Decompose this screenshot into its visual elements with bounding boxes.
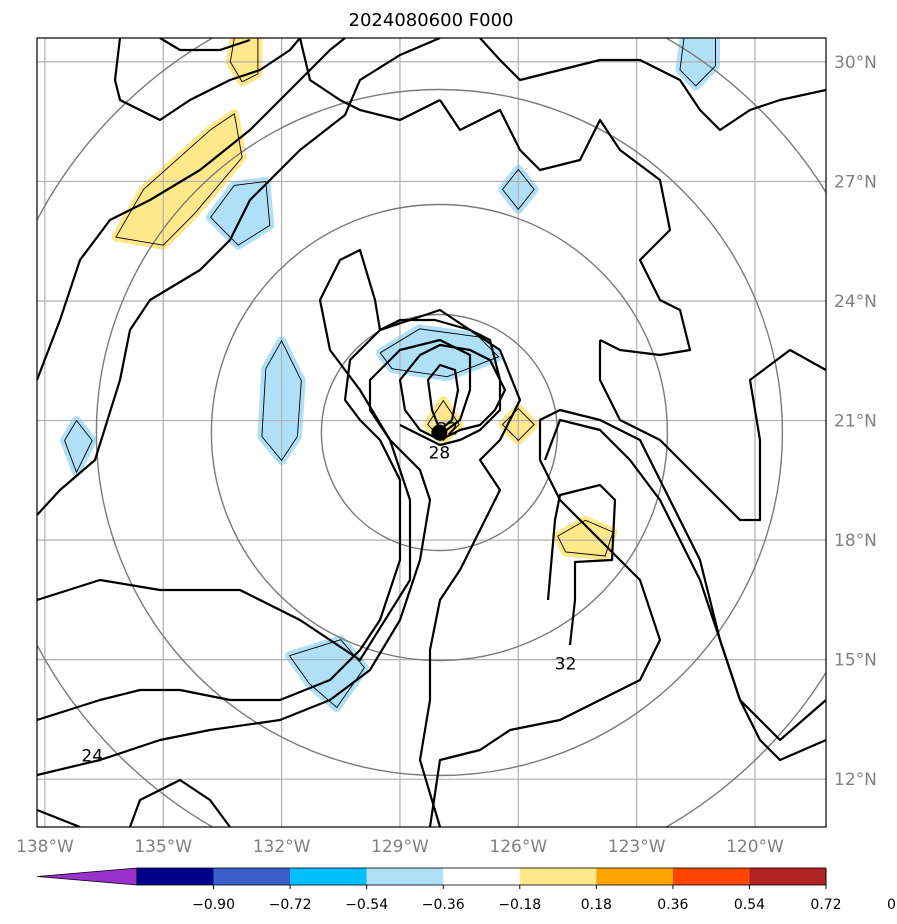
colorbar-segment: [749, 868, 826, 885]
colorbar-tick-label: 0.36: [657, 897, 688, 913]
contour-line: [598, 340, 826, 522]
anomaly-outline: [679, 38, 716, 87]
contour-line: [37, 38, 346, 381]
colorbar-segment: [366, 868, 444, 885]
range-ring: [320, 313, 559, 552]
lon-tick-label: 120°W: [726, 837, 784, 857]
colorbar-extend-low: [36, 867, 138, 886]
lon-tick-label: 126°W: [489, 837, 547, 857]
lat-tick-label: 12°N: [834, 770, 877, 790]
contour-line: [398, 343, 507, 442]
contour-label: 32: [555, 655, 577, 675]
colorbar-tick-label: 0.90: [887, 897, 897, 913]
contour-line: [37, 308, 502, 722]
contour-line: [37, 808, 81, 827]
storm-center-marker: [431, 424, 448, 441]
contour-lines: [37, 38, 826, 827]
colorbar-segment: [519, 868, 597, 885]
storm-center-dot: [431, 424, 448, 441]
contour-line: [298, 38, 441, 122]
contour-line: [479, 38, 826, 132]
contour-line: [426, 363, 460, 432]
lat-tick-label: 21°N: [834, 412, 877, 432]
colorbar-segment: [137, 868, 214, 885]
contour-label: 28: [429, 443, 451, 463]
contour-line: [128, 778, 231, 827]
colorbar-tick-label: 0.54: [734, 897, 765, 913]
lon-tick-label: 138°W: [16, 837, 74, 857]
colorbar-tick-label: 0.72: [810, 897, 841, 913]
anomaly-outline: [501, 407, 535, 442]
anomaly-outline: [288, 639, 365, 709]
contour-labels: 24 28 32 32: [81, 420, 576, 767]
anomaly-shading: [60, 38, 720, 712]
lon-tick-label: 135°W: [134, 837, 192, 857]
latitude-tick-labels: 30°N 27°N 24°N 21°N 18°N 15°N 12°N: [834, 53, 877, 790]
colorbar-tick-label: 0.18: [581, 897, 612, 913]
contour-line: [37, 38, 441, 516]
colorbar-tick-label: −0.18: [498, 897, 541, 913]
anomaly-region-negative: [285, 635, 369, 712]
anomaly-outline: [210, 180, 271, 246]
contour-line: [113, 38, 301, 122]
lat-tick-label: 18°N: [834, 531, 877, 551]
colorbar-tick-label: −0.54: [345, 897, 388, 913]
anomaly-outline: [379, 328, 500, 378]
chart-title: 2024080600 F000: [349, 10, 514, 31]
contour-line: [543, 418, 826, 742]
range-ring: [95, 88, 784, 777]
colorbar: −0.90 −0.72 −0.54 −0.36 −0.18 0.18 0.36 0.54 0.7…: [36, 867, 897, 913]
contour-line: [37, 248, 522, 827]
colorbar-tick-label: −0.90: [192, 897, 235, 913]
anomaly-outline: [64, 419, 93, 474]
colorbar-frame: [136, 867, 827, 886]
contour-line: [546, 483, 617, 646]
contour-line: [159, 38, 251, 52]
anomaly-outline: [115, 112, 243, 246]
colorbar-segment: [213, 868, 291, 885]
anomaly-outlines: [64, 38, 716, 709]
range-rings: [37, 38, 826, 827]
lon-tick-label: 123°W: [608, 837, 666, 857]
lat-tick-label: 24°N: [834, 292, 877, 312]
colorbar-segment: [443, 868, 520, 885]
lat-tick-label: 27°N: [834, 172, 877, 192]
anomaly-outline: [501, 168, 535, 211]
longitude-tick-labels: 138°W 135°W 132°W 129°W 126°W 123°W 120°W: [16, 837, 784, 857]
lat-tick-label: 30°N: [834, 53, 877, 73]
colorbar-tick-label: −0.72: [269, 897, 312, 913]
contour-line: [439, 99, 692, 357]
contour-label: 32: [436, 420, 458, 440]
lat-tick-label: 15°N: [834, 651, 877, 671]
anomaly-outline: [261, 339, 302, 462]
colorbar-tick-label: −0.36: [422, 897, 465, 913]
colorbar-segment: [290, 868, 367, 885]
lon-tick-label: 132°W: [253, 837, 311, 857]
plot-frame: [36, 37, 827, 828]
colorbar-segment: [672, 868, 750, 885]
anomaly-outline: [229, 38, 259, 83]
lon-tick-label: 129°W: [371, 837, 429, 857]
contour-label: 24: [81, 746, 103, 766]
lat-lon-grid: [37, 38, 826, 827]
anomaly-outline: [557, 519, 614, 557]
range-ring: [210, 203, 669, 662]
contour-line: [37, 338, 472, 777]
colorbar-segment: [596, 868, 673, 885]
